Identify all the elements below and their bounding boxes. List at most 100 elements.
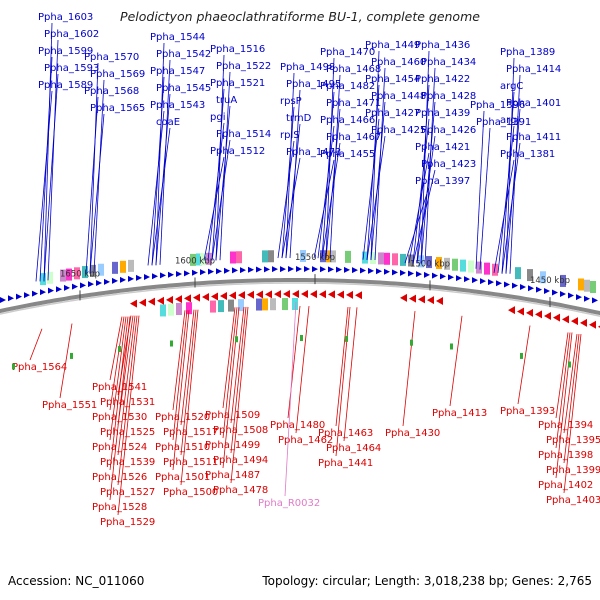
forward-gene-leader — [412, 169, 436, 264]
reverse-arrow — [535, 310, 542, 319]
forward-arrow — [344, 266, 350, 273]
marker-tick — [12, 363, 15, 370]
upper-track-block — [196, 253, 202, 266]
reverse-arrow — [589, 320, 596, 329]
forward-gene-label: Ppha_1593 — [44, 63, 99, 74]
rna-gene-leader — [284, 301, 297, 497]
reverse-gene-label: Ppha_1520 — [155, 412, 210, 423]
forward-gene-leader — [203, 156, 225, 261]
forward-gene-label: Ppha_1455 — [320, 149, 375, 160]
marker-tick — [235, 336, 238, 343]
reverse-gene-leader — [117, 315, 138, 486]
upper-track-block — [66, 268, 72, 281]
forward-arrow — [456, 275, 462, 282]
reverse-gene-leader — [230, 306, 247, 454]
reverse-gene-leader — [230, 306, 249, 484]
forward-gene-leader — [93, 79, 105, 273]
forward-gene-leader — [89, 62, 99, 274]
upper-track-block — [436, 257, 442, 270]
forward-arrow — [408, 270, 414, 277]
reverse-arrow — [166, 295, 173, 304]
forward-gene-leader — [277, 140, 295, 259]
reverse-gene-label: Ppha_1528 — [92, 502, 147, 513]
reverse-gene-label: Ppha_1403 — [546, 495, 600, 506]
forward-gene-label: Ppha_1421 — [415, 142, 470, 153]
forward-arrow — [200, 269, 206, 276]
forward-arrow — [536, 286, 542, 293]
forward-gene-leader — [89, 113, 105, 273]
upper-track-block — [378, 252, 384, 265]
reverse-arrow — [517, 307, 524, 316]
forward-gene-label: Ppha_1569 — [90, 69, 145, 80]
forward-arrow — [112, 277, 118, 284]
upper-track-block — [200, 253, 206, 266]
forward-gene-label: Ppha_1565 — [90, 103, 145, 114]
forward-gene-label: Ppha_1422 — [415, 74, 470, 85]
reverse-arrow — [157, 296, 164, 305]
lower-track-block — [210, 300, 216, 313]
reverse-gene-label: Ppha_1524 — [92, 442, 147, 453]
upper-track-block — [476, 261, 482, 274]
reverse-gene-leader — [180, 309, 199, 486]
forward-gene-leader — [475, 110, 485, 269]
forward-gene-label: Ppha_1428 — [421, 91, 476, 102]
reverse-gene-label: Ppha_1499 — [205, 440, 260, 451]
reverse-gene-label: Ppha_1530 — [92, 412, 147, 423]
reverse-gene-label: Ppha_1509 — [205, 410, 260, 421]
forward-gene-label: argJ — [500, 115, 519, 126]
upper-track-block — [345, 250, 351, 263]
forward-gene-leader — [366, 135, 386, 261]
upper-track-block — [515, 267, 521, 280]
upper-track-block — [268, 250, 274, 263]
reverse-arrow — [571, 317, 578, 326]
reverse-gene-label: Ppha_1394 — [538, 420, 593, 431]
lower-track-block — [238, 299, 244, 312]
forward-arrow — [56, 286, 62, 293]
forward-gene-label: Ppha_1468 — [326, 64, 381, 75]
reverse-gene-label: Ppha_1462 — [278, 435, 333, 446]
forward-arrow — [504, 281, 510, 288]
reverse-arrow — [211, 292, 218, 301]
reverse-arrow — [544, 312, 551, 321]
lower-track-block — [176, 302, 182, 315]
forward-arrow — [0, 296, 6, 303]
reverse-gene-label: Ppha_1508 — [213, 425, 268, 436]
forward-arrow — [192, 269, 198, 276]
upper-track-block — [426, 256, 432, 269]
forward-gene-label: Ppha_1454 — [365, 74, 420, 85]
forward-gene-leader — [325, 108, 341, 259]
forward-arrow — [240, 267, 246, 274]
reverse-arrow — [553, 313, 560, 322]
forward-arrow — [232, 267, 238, 274]
forward-arrow — [568, 292, 574, 299]
upper-track-block — [468, 260, 474, 273]
upper-track-block — [236, 251, 242, 264]
reverse-gene-label: Ppha_1525 — [100, 427, 155, 438]
reverse-arrow — [562, 315, 569, 324]
forward-arrow — [48, 287, 54, 294]
reverse-gene-leader — [180, 309, 197, 456]
upper-track-block — [460, 259, 466, 272]
forward-arrow — [528, 285, 534, 292]
rna-gene-label: Ppha_R0032 — [258, 498, 320, 509]
scale-label: 1500 kbp — [410, 259, 450, 269]
forward-gene-label: Ppha_1602 — [44, 29, 99, 40]
reverse-gene-leader — [230, 306, 245, 424]
accession-label: Accession: NC_011060 — [8, 574, 145, 588]
forward-arrow — [272, 266, 278, 273]
reverse-gene-leader — [555, 332, 573, 479]
reverse-gene-leader — [172, 310, 186, 411]
reverse-arrow — [139, 298, 146, 307]
forward-arrow — [248, 266, 254, 273]
forward-gene-leader — [85, 96, 99, 274]
upper-track-block — [112, 261, 118, 274]
forward-gene-label: Ppha_1545 — [156, 83, 211, 94]
reverse-gene-leader — [295, 306, 310, 434]
forward-gene-leader — [39, 56, 53, 282]
upper-track-block — [584, 279, 590, 292]
scale-label: 1450 kbp — [530, 276, 570, 286]
reverse-gene-label: Ppha_1529 — [100, 517, 155, 528]
genome-summary: Topology: circular; Length: 3,018,238 bp… — [262, 574, 592, 588]
forward-arrow — [480, 278, 486, 285]
reverse-arrow — [328, 290, 335, 299]
